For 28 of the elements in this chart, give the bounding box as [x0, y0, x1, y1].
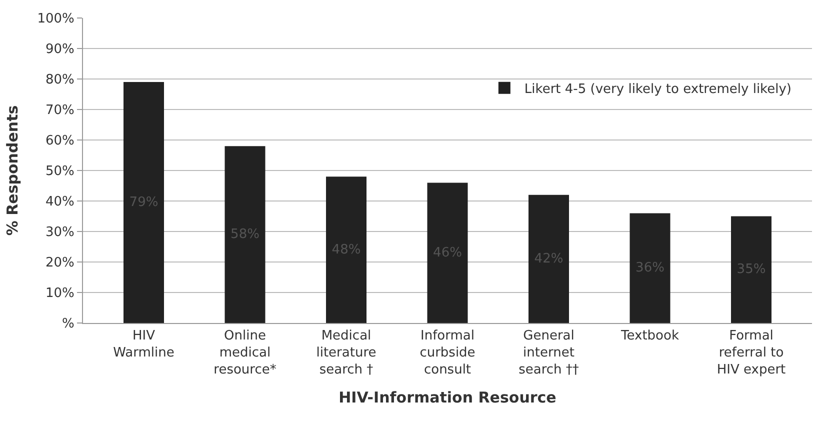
- bar: [731, 216, 772, 323]
- x-tick-label: General internet search ††: [518, 328, 580, 378]
- bar: [326, 176, 366, 323]
- x-tick-label: Formal referral to HIV expert: [716, 328, 786, 378]
- y-tick-label: 70%: [45, 103, 74, 118]
- bar: [427, 182, 468, 323]
- y-tick-label: 20%: [45, 256, 74, 271]
- y-tick-label: 10%: [45, 286, 74, 302]
- x-tick-label: Medical literature search †: [316, 328, 376, 378]
- y-tick-label: 50%: [45, 164, 74, 180]
- bar: [630, 213, 670, 323]
- legend-label: Likert 4-5 (very likely to extremely likely): [524, 82, 792, 97]
- x-axis-title: HIV-Information Resource: [338, 388, 556, 406]
- y-tick-label: 90%: [45, 42, 74, 58]
- x-tick-label: HIV Warmline: [113, 328, 174, 360]
- y-tick-label: 100%: [37, 12, 74, 27]
- y-tick-label: 30%: [45, 225, 74, 240]
- bar: [224, 146, 266, 323]
- bar: [124, 82, 164, 323]
- y-axis-title: % Respondents: [3, 105, 22, 236]
- y-tick-label: 60%: [45, 134, 74, 149]
- y-tick-label: %: [62, 316, 74, 332]
- x-tick-label: Online medical resource*: [214, 328, 277, 378]
- bar: [528, 194, 569, 323]
- y-tick-label: 80%: [45, 72, 74, 88]
- x-tick-label: Textbook: [620, 328, 680, 344]
- y-tick-label: 40%: [45, 194, 74, 210]
- x-tick-label: Informal curbside consult: [420, 328, 476, 378]
